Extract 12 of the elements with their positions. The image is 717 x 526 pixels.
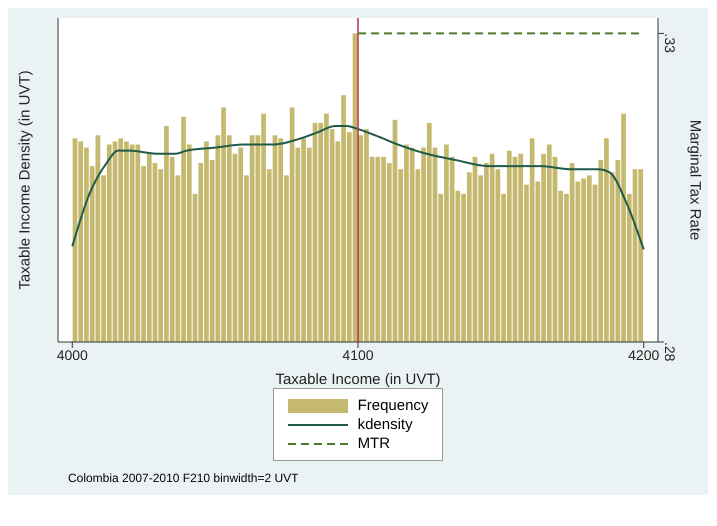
x-tick-label: 4100 [342,346,374,363]
y2-tick-label: .33 [662,33,678,54]
y2-axis-title: Marginal Tax Rate [686,120,704,240]
legend-label: kdensity [358,416,413,433]
x-tick-label: 4000 [56,346,88,363]
legend-label: Frequency [358,397,428,414]
y-axis-title: Taxable Income Density (in UVT) [16,70,34,290]
text: Colombia 2007-2010 F210 binwidth=2 UVT [68,471,300,485]
x-axis-title: Taxable Income (in UVT) [275,371,441,388]
legend-label: MTR [358,435,390,452]
x-tick-label: 4200 [628,346,660,363]
y2-tick-label: .28 [662,342,678,362]
